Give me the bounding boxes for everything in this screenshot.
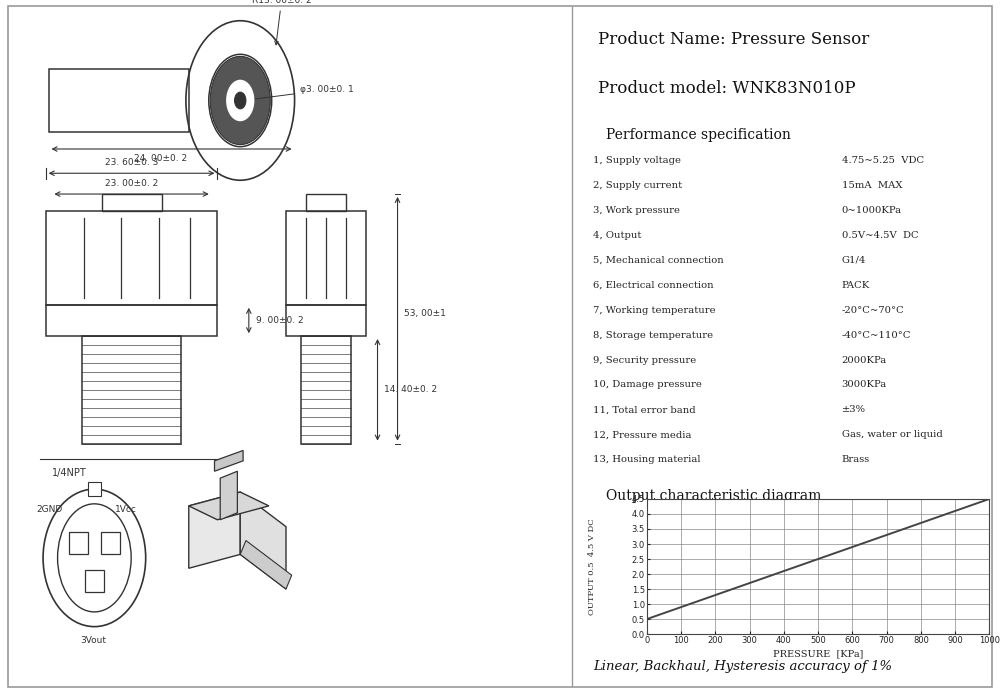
Text: 7, Working temperature: 7, Working temperature [593,306,716,315]
Text: Gas, water or liquid: Gas, water or liquid [842,430,942,439]
Text: 3, Work pressure: 3, Work pressure [593,206,680,215]
Text: OUTPUT 0.5  4.5 V DC: OUTPUT 0.5 4.5 V DC [588,518,596,615]
Text: R13. 00±0. 2: R13. 00±0. 2 [252,0,311,45]
Polygon shape [240,541,292,589]
Polygon shape [189,492,269,520]
Text: 23. 60±0. 3: 23. 60±0. 3 [105,158,158,167]
Text: 1, Supply voltage: 1, Supply voltage [593,156,681,165]
Text: 12, Pressure media: 12, Pressure media [593,430,692,439]
X-axis label: PRESSURE  [KPa]: PRESSURE [KPa] [773,649,863,658]
Polygon shape [214,450,243,471]
Text: -40°C~110°C: -40°C~110°C [842,331,911,340]
Bar [306,194,346,211]
Bar [46,211,217,305]
Text: 53, 00±1: 53, 00±1 [404,309,446,318]
Text: 2, Supply current: 2, Supply current [593,181,683,190]
Bar [85,570,104,592]
Text: Brass: Brass [842,455,870,464]
Bar [49,69,189,132]
Ellipse shape [210,56,270,145]
Text: φ3. 00±0. 1: φ3. 00±0. 1 [247,85,354,101]
Text: 2GND: 2GND [36,505,63,514]
Ellipse shape [226,80,254,121]
Text: 10, Damage pressure: 10, Damage pressure [593,380,702,389]
Bar [102,194,162,211]
Bar [82,336,181,444]
Polygon shape [220,471,237,520]
Polygon shape [240,492,286,589]
Text: 3Vout: 3Vout [80,636,106,645]
Text: Product model: WNK83N010P: Product model: WNK83N010P [598,80,855,97]
Text: 6, Electrical connection: 6, Electrical connection [593,281,714,290]
Bar [46,305,217,336]
Text: Product Name: Pressure Sensor: Product Name: Pressure Sensor [598,31,869,49]
Text: 9. 00±0. 2: 9. 00±0. 2 [256,316,303,325]
Polygon shape [189,492,240,568]
Text: ±3%: ±3% [842,405,866,414]
Bar [69,532,88,554]
Bar [101,532,120,554]
Text: 11, Total error band: 11, Total error band [593,405,696,414]
Text: Output characteristic diagram: Output characteristic diagram [606,489,822,502]
Ellipse shape [235,92,246,109]
Text: 0~1000KPa: 0~1000KPa [842,206,902,215]
Text: 15mA  MAX: 15mA MAX [842,181,902,190]
Text: 2000KPa: 2000KPa [842,356,887,365]
FancyBboxPatch shape [88,482,101,495]
Text: 13, Housing material: 13, Housing material [593,455,701,464]
Bar [286,305,366,336]
Bar [286,211,366,305]
Text: 4, Output: 4, Output [593,231,642,240]
Text: G1/4: G1/4 [842,256,866,265]
Text: Performance specification: Performance specification [606,128,791,142]
Text: 24. 00±0. 2: 24. 00±0. 2 [134,155,187,164]
Text: 8, Storage temperature: 8, Storage temperature [593,331,714,340]
Text: 4.75~5.25  VDC: 4.75~5.25 VDC [842,156,924,165]
Text: 1Vcc: 1Vcc [114,505,136,514]
Text: 5, Mechanical connection: 5, Mechanical connection [593,256,724,265]
Text: 1/4NPT: 1/4NPT [51,468,86,478]
Text: 9, Security pressure: 9, Security pressure [593,356,697,365]
Text: 23. 00±0. 2: 23. 00±0. 2 [105,179,158,188]
Text: Linear, Backhaul, Hysteresis accuracy of 1%: Linear, Backhaul, Hysteresis accuracy of… [593,660,893,673]
Text: 3000KPa: 3000KPa [842,380,887,389]
Text: PACK: PACK [842,281,870,290]
Bar [301,336,351,444]
Text: 14. 40±0. 2: 14. 40±0. 2 [384,385,438,394]
Text: 0.5V~4.5V  DC: 0.5V~4.5V DC [842,231,918,240]
Text: -20°C~70°C: -20°C~70°C [842,306,904,315]
